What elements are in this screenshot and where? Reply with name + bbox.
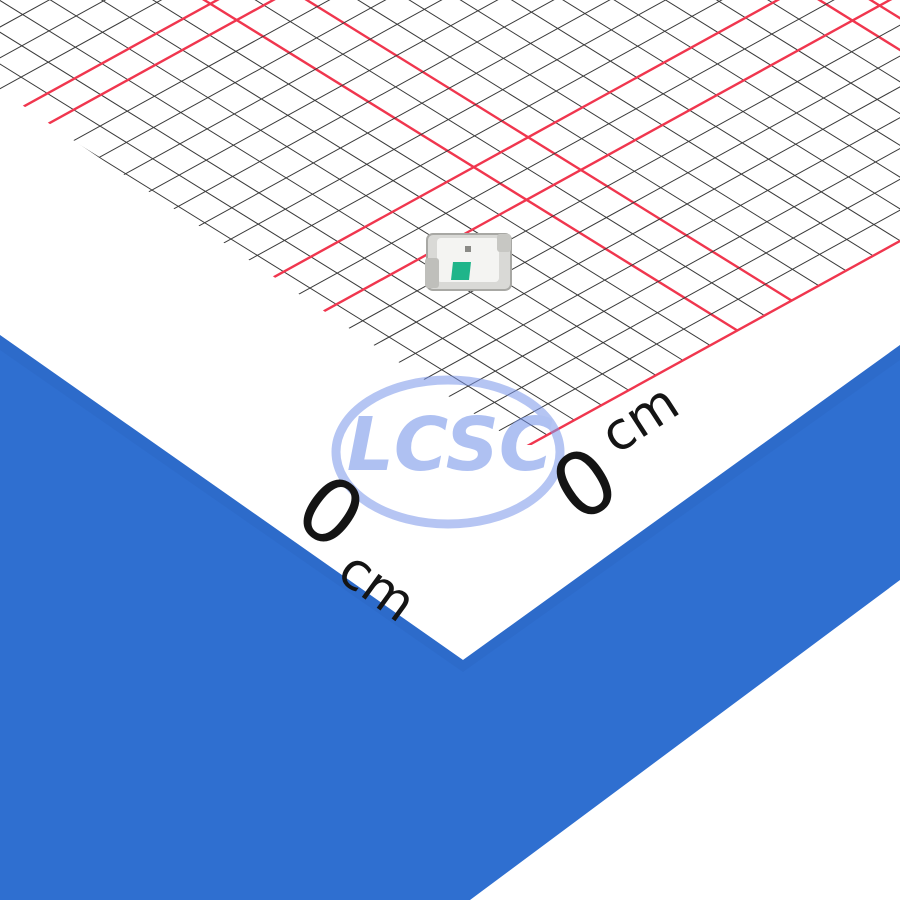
grid-line — [15, 0, 900, 167]
grid-line — [203, 0, 900, 255]
grid-line — [0, 0, 847, 272]
grid-line — [493, 0, 900, 435]
led-die — [465, 246, 471, 252]
grid-line — [0, 0, 900, 242]
grid-line — [0, 0, 900, 108]
grid-line — [124, 0, 900, 206]
major-grid-line — [519, 0, 900, 445]
major-grid-line — [0, 0, 900, 125]
grid-line — [0, 0, 711, 346]
major-grid-line — [42, 0, 900, 153]
smd-led-component — [425, 233, 512, 291]
measurement-grid — [0, 0, 900, 445]
watermark-ring — [331, 375, 565, 529]
grid-line — [0, 0, 900, 182]
major-grid-line — [0, 0, 738, 332]
grid-line — [0, 0, 900, 212]
grid-line — [45, 0, 900, 157]
blue-mat — [0, 335, 900, 900]
led-pad-left — [425, 258, 439, 288]
lcsc-watermark: LCSC — [331, 375, 565, 529]
grid-line — [361, 0, 900, 353]
grid-line — [71, 0, 900, 173]
grid-line — [0, 0, 900, 197]
grid-line — [440, 0, 900, 402]
grid-line — [0, 0, 874, 257]
grid-line — [177, 0, 900, 239]
grid-line — [282, 0, 900, 304]
led-green-marking — [451, 262, 471, 280]
grid-line — [0, 0, 684, 361]
grid-line — [414, 0, 900, 386]
grid-line — [0, 0, 602, 406]
grid-line — [0, 0, 900, 227]
watermark-text: LCSC — [347, 402, 553, 488]
led-pad-right — [497, 234, 511, 252]
grid-line — [0, 0, 575, 421]
grid-line — [388, 0, 900, 369]
major-grid-line — [0, 0, 793, 302]
grid-line — [229, 0, 900, 271]
major-grid-line — [18, 0, 900, 141]
grid-line — [0, 0, 765, 316]
grid-line — [98, 0, 900, 190]
major-grid-line — [255, 0, 900, 288]
grid-line — [150, 0, 900, 222]
grid-line — [0, 0, 820, 287]
major-grid-line — [308, 0, 900, 321]
grid-line — [467, 0, 900, 418]
